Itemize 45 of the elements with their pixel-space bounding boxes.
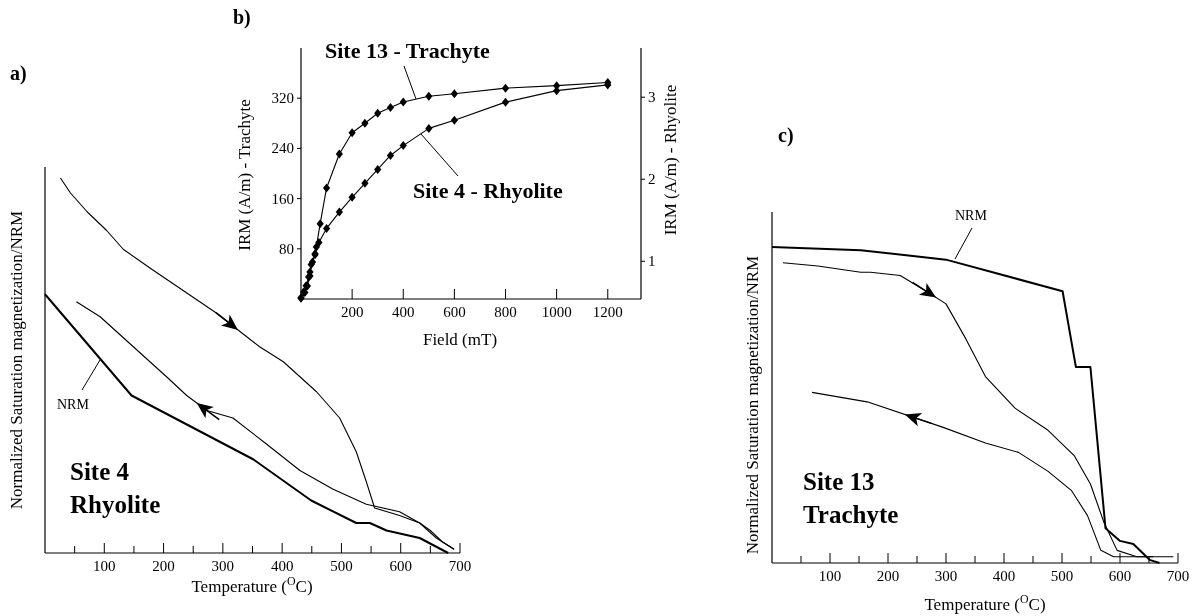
- y2-tick-label: 2: [648, 171, 656, 188]
- y2-tick-label: 1: [648, 253, 656, 270]
- y2-tick-label: 3: [648, 89, 656, 106]
- y-tick-label: 80: [279, 240, 294, 257]
- y-tick-label: 160: [271, 190, 294, 207]
- x-tick-label: 300: [934, 568, 958, 584]
- annotation: Site 13: [803, 468, 875, 495]
- annotation: Site 4: [70, 458, 130, 485]
- x-tick-label: 600: [1108, 568, 1132, 584]
- x-tick-label: 400: [992, 568, 1016, 584]
- y-tick-label: 320: [271, 90, 294, 107]
- text: NRM: [955, 208, 988, 223]
- x-tick-label: 800: [494, 304, 517, 320]
- x-tick-label: 600: [389, 558, 412, 574]
- x-tick-label: 400: [392, 304, 415, 320]
- annotation: Trachyte: [803, 501, 899, 528]
- x-tick-label: 500: [330, 558, 353, 574]
- x-tick-label: 600: [443, 304, 466, 320]
- x-tick-label: 100: [93, 558, 116, 574]
- y-axis-title: IRM (A/m) - Trachyte: [235, 99, 254, 251]
- x-tick-label: 1000: [541, 304, 572, 320]
- series-label: Site 13 - Trachyte: [325, 38, 490, 63]
- x-tick-label: 200: [340, 304, 364, 320]
- annotation: Rhyolite: [70, 491, 161, 518]
- y-tick-label: 240: [271, 140, 294, 157]
- x-tick-label: 700: [448, 558, 472, 574]
- x-tick-label: 700: [1166, 568, 1190, 584]
- x-tick-label: 1200: [592, 304, 623, 320]
- y2-axis-title: IRM (A/m) - Rhyolite: [661, 84, 680, 236]
- x-axis-title: Temperature ($^{O}$C): [191, 574, 313, 596]
- chart-title: c): [778, 124, 794, 147]
- x-tick-label: 500: [1050, 568, 1074, 584]
- y-axis-title: Normalized Saturation magnetization/NRM: [7, 210, 26, 510]
- legend-label: NRM: [57, 397, 90, 412]
- legend-label: Site 4 - Rhyolite: [413, 178, 563, 203]
- y-axis-title: Normalized Saturation magnetization/NRM: [743, 255, 762, 555]
- x-axis-title: Field (mT): [422, 330, 498, 349]
- x-tick-label: 200: [152, 558, 175, 574]
- x-tick-label: 400: [270, 558, 294, 574]
- x-tick-label: 100: [818, 568, 842, 584]
- x-axis-title: Temperature ($^{O}$C): [924, 592, 1046, 614]
- x-tick-label: 300: [211, 558, 235, 574]
- chart-title: b): [233, 6, 251, 29]
- x-tick-label: 200: [876, 568, 900, 584]
- chart-title: a): [10, 62, 27, 85]
